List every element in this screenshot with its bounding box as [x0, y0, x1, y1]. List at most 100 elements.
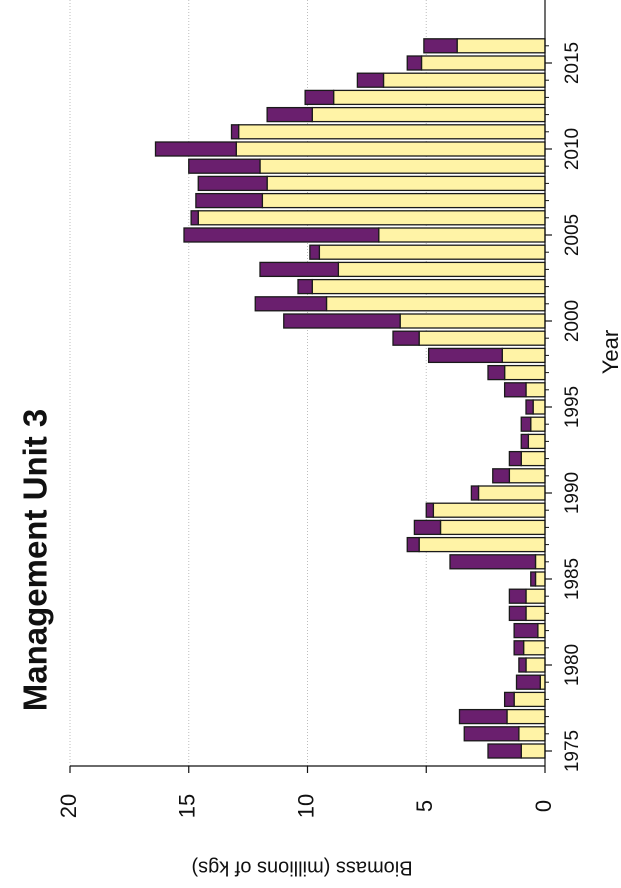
- year-tick-label-1980: 1980: [562, 644, 583, 686]
- bar-2008-s0: [266, 175, 546, 192]
- bar-2003-s0: [337, 261, 546, 278]
- year-tick-label-2010: 2010: [562, 128, 583, 170]
- bar-2006-s0: [197, 210, 546, 226]
- bar-1996-s0: [525, 382, 546, 398]
- bar-2015-s0: [420, 55, 546, 71]
- bar-2003-s1: [259, 261, 340, 278]
- bar-2014-s0: [382, 72, 546, 88]
- year-tick-label-1995: 1995: [562, 386, 583, 428]
- bar-1975-s0: [520, 743, 546, 759]
- bar-2016-s0: [456, 38, 546, 54]
- bar-1996-s1: [503, 382, 527, 398]
- bar-1980-s0: [525, 657, 546, 673]
- bar-1985-s1: [530, 571, 537, 587]
- bar-1998-s0: [501, 347, 546, 364]
- value-tick-label-5: 5: [412, 800, 437, 812]
- bar-1983-s1: [508, 605, 527, 622]
- bar-1980-s1: [518, 657, 527, 673]
- bar-1995-s1: [525, 399, 534, 415]
- bar-1984-s1: [508, 588, 527, 604]
- value-tick-label-20: 20: [56, 794, 81, 818]
- year-tick-label-1985: 1985: [562, 558, 583, 600]
- bar-1987-s0: [418, 536, 546, 553]
- bar-1997-s0: [503, 364, 546, 381]
- bar-1986-s0: [534, 554, 546, 570]
- bar-1977-s0: [506, 708, 546, 725]
- y-axis-title: Biomass (millions of kgs): [191, 857, 412, 879]
- bar-1998-s1: [427, 347, 503, 364]
- bar-2009-s0: [259, 158, 546, 174]
- x-axis-title: Year: [598, 330, 621, 374]
- bar-2012-s0: [311, 106, 546, 123]
- bar-1990-s1: [470, 485, 480, 501]
- bar-2013-s1: [304, 89, 335, 106]
- bar-2013-s0: [332, 89, 546, 106]
- bar-2004-s0: [318, 244, 546, 260]
- value-tick-label-0: 0: [531, 800, 556, 812]
- bar-1975-s1: [487, 743, 522, 759]
- bar-1989-s1: [425, 502, 435, 518]
- bar-2010-s1: [154, 141, 237, 157]
- bar-1986-s1: [449, 554, 537, 570]
- bar-1978-s0: [513, 691, 546, 708]
- bar-2016-s1: [423, 38, 458, 54]
- bar-2007-s0: [261, 192, 546, 209]
- bar-1983-s0: [525, 605, 546, 622]
- value-tick-label-15: 15: [175, 794, 200, 818]
- bar-1979-s1: [515, 674, 541, 690]
- bar-1992-s1: [508, 450, 522, 467]
- bar-2014-s1: [356, 72, 385, 88]
- bar-1981-s1: [513, 640, 525, 656]
- bar-2015-s1: [406, 55, 423, 71]
- bar-1995-s0: [532, 399, 546, 415]
- bar-1978-s1: [503, 691, 515, 708]
- bar-2006-s1: [190, 210, 199, 226]
- year-tick-label-1990: 1990: [562, 472, 583, 514]
- bar-1977-s1: [458, 708, 508, 725]
- bar-2005-s0: [378, 227, 546, 243]
- bar-2002-s1: [297, 278, 313, 295]
- bar-1987-s1: [406, 536, 420, 553]
- bar-2001-s0: [325, 296, 546, 312]
- bar-1990-s0: [477, 485, 546, 501]
- bar-2012-s1: [266, 106, 313, 123]
- axes: [69, 0, 552, 773]
- bar-1994-s0: [530, 416, 546, 432]
- bar-1993-s0: [527, 433, 546, 450]
- bar-2011-s1: [230, 124, 240, 140]
- bar-2001-s1: [254, 296, 328, 312]
- bar-2005-s1: [183, 227, 380, 243]
- bar-1982-s1: [513, 622, 539, 639]
- year-tick-label-2000: 2000: [562, 300, 583, 342]
- tick-labels: 0 5 10 15 20 1975 1980 1985 1990 1995 2000 2005 2010…: [17, 42, 621, 879]
- bar-2008-s1: [197, 175, 268, 192]
- bar-1989-s0: [432, 502, 546, 518]
- bars: [154, 38, 546, 759]
- bar-1976-s0: [518, 726, 546, 742]
- bar-2002-s0: [311, 278, 546, 295]
- bar-1984-s0: [525, 588, 546, 604]
- bar-1976-s1: [463, 726, 520, 742]
- bar-2009-s1: [188, 158, 261, 174]
- bar-2011-s0: [237, 124, 546, 140]
- bar-1985-s0: [534, 571, 546, 587]
- bar-1988-s0: [439, 519, 546, 536]
- bar-1997-s1: [487, 364, 506, 381]
- bar-1999-s0: [418, 330, 546, 346]
- bar-1981-s0: [522, 640, 546, 656]
- bar-1982-s0: [537, 622, 546, 639]
- bar-1979-s0: [539, 674, 546, 690]
- bar-2010-s0: [235, 141, 546, 157]
- year-tick-label-2005: 2005: [562, 214, 583, 256]
- bar-1999-s1: [392, 330, 420, 346]
- year-tick-label-2015: 2015: [562, 42, 583, 84]
- bar-2000-s0: [399, 313, 546, 329]
- year-tick-label-1975: 1975: [562, 730, 583, 772]
- bar-2004-s1: [309, 244, 321, 260]
- bar-1988-s1: [413, 519, 442, 536]
- value-tick-label-10: 10: [293, 794, 318, 818]
- bar-1993-s1: [520, 433, 530, 450]
- bar-2007-s1: [195, 192, 264, 209]
- chart-title: Management Unit 3: [17, 409, 54, 712]
